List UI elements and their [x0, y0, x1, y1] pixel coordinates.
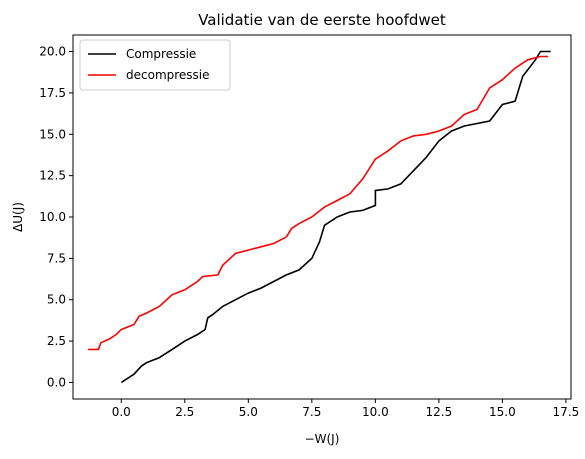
y-tick-label: 5.0 [47, 293, 66, 307]
y-tick-label: 12.5 [39, 169, 66, 183]
y-tick-label: 20.0 [39, 45, 66, 59]
series-layer [88, 50, 551, 384]
legend-box [79, 39, 231, 91]
series-line-1 [88, 55, 549, 351]
x-tick-label: 17.5 [553, 405, 580, 419]
y-tick-label: 15.0 [39, 127, 66, 141]
y-tick-label: 17.5 [39, 86, 66, 100]
y-tick-label: 7.5 [47, 251, 66, 265]
x-tick-label: 10.0 [362, 405, 389, 419]
x-tick-label: 15.0 [489, 405, 516, 419]
legend-label-0: Compressie [126, 47, 196, 61]
y-tick-label: 10.0 [39, 210, 66, 224]
x-tick-label: 2.5 [175, 405, 194, 419]
y-axis-ticks: 0.0 2.5 5.0 7.5 10.0 12.5 15.0 17.5 20.0 [39, 45, 73, 389]
x-tick-label: 12.5 [426, 405, 453, 419]
chart-title: Validatie van de eerste hoofdwet [198, 11, 446, 29]
x-tick-label: 0.0 [112, 405, 131, 419]
x-axis-ticks: 0.0 2.5 5.0 7.5 10.0 12.5 15.0 17.5 [112, 399, 580, 419]
legend: Compressie decompressie [79, 39, 231, 91]
x-tick-label: 5.0 [239, 405, 258, 419]
y-tick-label: 0.0 [47, 375, 66, 389]
series-line-0 [120, 50, 551, 384]
y-axis-label: ΔU(J) [11, 202, 25, 232]
x-axis-label: −W(J) [305, 432, 340, 446]
legend-label-1: decompressie [126, 68, 210, 82]
x-tick-label: 7.5 [302, 405, 321, 419]
y-tick-label: 2.5 [47, 334, 66, 348]
